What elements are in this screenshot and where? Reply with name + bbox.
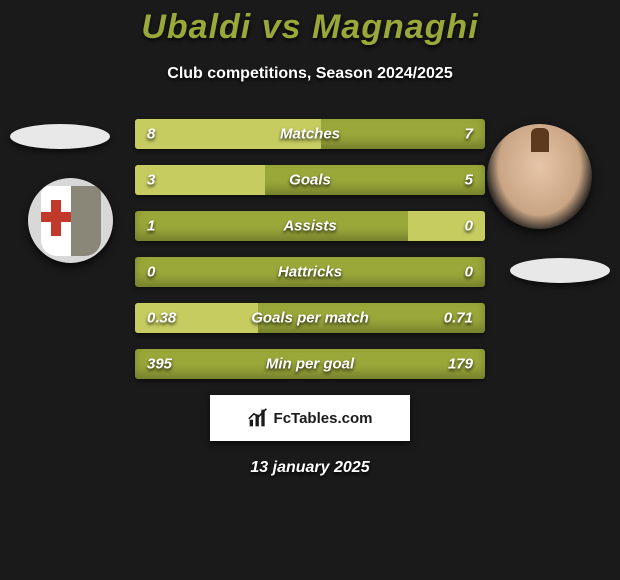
stat-right-value: 5 xyxy=(465,172,473,189)
stat-right-value: 0 xyxy=(465,264,473,281)
shield-icon xyxy=(41,186,101,256)
date-text: 13 january 2025 xyxy=(0,459,620,477)
stat-right-value: 7 xyxy=(465,126,473,143)
player1-name: Ubaldi xyxy=(141,8,251,46)
stat-label: Hattricks xyxy=(278,264,342,281)
stat-right-value: 179 xyxy=(448,356,473,373)
stat-left-value: 395 xyxy=(147,356,172,373)
chart-icon xyxy=(248,408,268,428)
stat-left-value: 0 xyxy=(147,264,155,281)
stat-label: Assists xyxy=(283,218,336,235)
stat-left-value: 1 xyxy=(147,218,155,235)
player2-avatar xyxy=(487,124,592,229)
stat-row: 8 Matches 7 xyxy=(135,119,485,149)
stat-row: 0 Hattricks 0 xyxy=(135,257,485,287)
stat-left-value: 8 xyxy=(147,126,155,143)
vs-word: vs xyxy=(262,8,302,46)
stats-block: 8 Matches 7 3 Goals 5 1 Assists 0 0 Hattricks 0 0.38… xyxy=(135,119,485,379)
stat-row: 395 Min per goal 179 xyxy=(135,349,485,379)
page-root: Ubaldi vs Magnaghi Club competitions, Se… xyxy=(0,0,620,580)
stat-right-value: 0.71 xyxy=(444,310,473,327)
player2-ellipse xyxy=(510,258,610,283)
stat-row: 3 Goals 5 xyxy=(135,165,485,195)
player1-club-badge xyxy=(28,178,113,263)
stat-left-value: 3 xyxy=(147,172,155,189)
face-icon xyxy=(487,124,592,229)
plaque-text: FcTables.com xyxy=(274,410,373,427)
stat-right-value: 0 xyxy=(465,218,473,235)
subtitle-text: Club competitions, Season 2024/2025 xyxy=(0,65,620,83)
source-plaque[interactable]: FcTables.com xyxy=(210,395,410,441)
stat-left-value: 0.38 xyxy=(147,310,176,327)
stat-label: Min per goal xyxy=(266,356,354,373)
page-title: Ubaldi vs Magnaghi xyxy=(0,8,620,47)
stat-label: Goals xyxy=(289,172,331,189)
stat-right-fill xyxy=(408,211,485,241)
player1-ellipse xyxy=(10,124,110,149)
player2-name: Magnaghi xyxy=(312,8,479,46)
stat-row: 1 Assists 0 xyxy=(135,211,485,241)
stat-label: Goals per match xyxy=(251,310,369,327)
stat-row: 0.38 Goals per match 0.71 xyxy=(135,303,485,333)
stat-label: Matches xyxy=(280,126,340,143)
